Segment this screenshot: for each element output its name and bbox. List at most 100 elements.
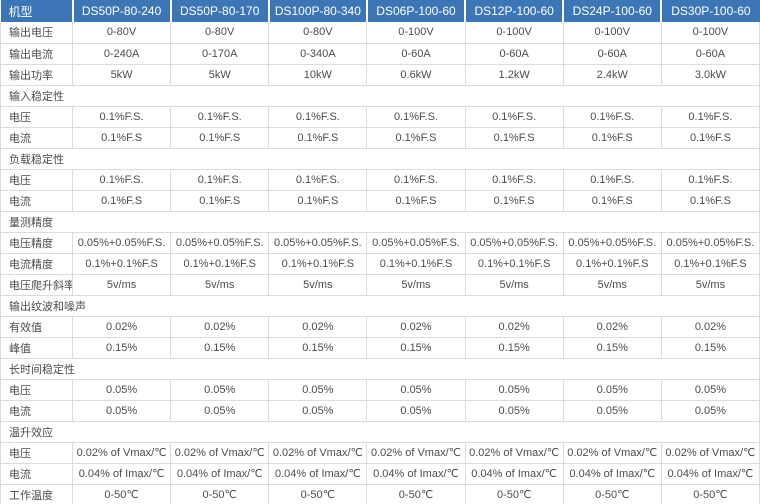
section-row: 量测精度 — [0, 210, 760, 233]
table-row: 电压精度 0.05%+0.05%F.S. 0.05%+0.05%F.S. 0.05%+… — [0, 231, 760, 254]
row-label: 工作温度 — [0, 483, 73, 504]
spec-value-cell: 5kW — [170, 63, 270, 86]
spec-value-cell: 0.05% — [268, 378, 368, 401]
spec-value-cell: 0.1%F.S — [170, 189, 270, 212]
row-label: 电压 — [0, 105, 73, 128]
spec-value-cell: 10kW — [268, 63, 368, 86]
spec-value-cell: 0-50℃ — [366, 483, 466, 504]
spec-value-cell: 0.1%F.S. — [366, 105, 466, 128]
spec-table-body: 输出电压 0-80V 0-80V 0-80V 0-100V 0-100V 0-100V 0-1… — [0, 22, 760, 504]
spec-value-cell: 0.04% of Imax/℃ — [464, 462, 564, 485]
spec-value-cell: 0.1%F.S — [366, 126, 466, 149]
spec-value-cell: 0.05% — [562, 378, 662, 401]
row-label: 电流 — [0, 189, 73, 212]
spec-value-cell: 1.2kW — [464, 63, 564, 86]
spec-value-cell: 0.02% of Vmax/℃ — [71, 441, 172, 464]
spec-value-cell: 0.04% of Imax/℃ — [366, 462, 466, 485]
spec-value-cell: 0-60A — [660, 42, 760, 65]
spec-value-cell: 0.05%+0.05%F.S. — [562, 231, 662, 254]
table-row: 输出功率 5kW 5kW 10kW 0.6kW 1.2kW 2.4kW 3.0kW — [0, 63, 760, 86]
row-label: 电流 — [0, 462, 73, 485]
spec-value-cell: 0-170A — [170, 42, 270, 65]
model-column-label: 机型 — [0, 0, 73, 22]
spec-value-cell: 0-50℃ — [660, 483, 760, 504]
spec-value-cell: 0-340A — [268, 42, 368, 65]
spec-value-cell: 0.1%F.S. — [366, 168, 466, 191]
spec-value-cell: 0.05% — [71, 378, 172, 401]
spec-value-cell: 0.05% — [464, 399, 564, 422]
row-label: 电压爬升斜率 — [0, 273, 73, 296]
spec-value-cell: 0.1%F.S — [366, 189, 466, 212]
table-row: 电压 0.1%F.S. 0.1%F.S. 0.1%F.S. 0.1%F.S. 0.1%F.… — [0, 168, 760, 191]
spec-value-cell: 0.1%+0.1%F.S — [366, 252, 466, 275]
spec-value-cell: 0.04% of Imax/℃ — [562, 462, 662, 485]
spec-value-cell: 0.1%F.S. — [71, 105, 172, 128]
spec-value-cell: 0.1%F.S — [170, 126, 270, 149]
model-column-header: DS24P-100-60 — [562, 0, 662, 22]
spec-value-cell: 0.02% of Vmax/℃ — [660, 441, 760, 464]
spec-value-cell: 0.1%F.S. — [464, 168, 564, 191]
model-column-header: DS100P-80-340 — [267, 0, 367, 22]
spec-value-cell: 0.02% — [71, 315, 172, 338]
spec-value-cell: 0.05%+0.05%F.S. — [660, 231, 760, 254]
row-label: 有效值 — [0, 315, 73, 338]
spec-value-cell: 0.04% of Imax/℃ — [660, 462, 760, 485]
spec-value-cell: 0-60A — [366, 42, 466, 65]
spec-value-cell: 0.15% — [562, 336, 662, 359]
spec-value-cell: 0.15% — [170, 336, 270, 359]
section-row: 长时间稳定性 — [0, 357, 760, 380]
spec-value-cell: 0.1%F.S — [71, 126, 172, 149]
spec-value-cell: 0.1%F.S. — [562, 105, 662, 128]
spec-value-cell: 0-50℃ — [464, 483, 564, 504]
section-row: 输入稳定性 — [0, 84, 760, 107]
spec-value-cell: 0-50℃ — [71, 483, 172, 504]
section-label: 长时间稳定性 — [0, 357, 760, 380]
spec-value-cell: 0-80V — [71, 22, 172, 44]
spec-value-cell: 0-80V — [268, 22, 368, 44]
spec-value-cell: 0.02% — [660, 315, 760, 338]
spec-value-cell: 0-50℃ — [562, 483, 662, 504]
spec-value-cell: 0.1%F.S — [71, 189, 172, 212]
table-row: 峰值 0.15% 0.15% 0.15% 0.15% 0.15% 0.15% 0.15% — [0, 336, 760, 359]
row-label: 输出功率 — [0, 63, 73, 86]
section-row: 输出纹波和噪声 — [0, 294, 760, 317]
table-row: 电压 0.1%F.S. 0.1%F.S. 0.1%F.S. 0.1%F.S. 0.1%F.… — [0, 105, 760, 128]
spec-value-cell: 0.05% — [366, 378, 466, 401]
spec-value-cell: 0.15% — [71, 336, 172, 359]
table-row: 电流 0.04% of Imax/℃ 0.04% of Imax/℃ 0.04% of… — [0, 462, 760, 485]
spec-value-cell: 3.0kW — [660, 63, 760, 86]
spec-value-cell: 0-100V — [660, 22, 760, 44]
row-label: 电流 — [0, 399, 73, 422]
spec-value-cell: 0.1%F.S — [464, 189, 564, 212]
spec-value-cell: 0.02% of Vmax/℃ — [268, 441, 368, 464]
spec-value-cell: 0.04% of Imax/℃ — [268, 462, 368, 485]
spec-value-cell: 0.1%F.S. — [660, 105, 760, 128]
spec-value-cell: 0.05%+0.05%F.S. — [268, 231, 368, 254]
table-row: 工作温度 0-50℃ 0-50℃ 0-50℃ 0-50℃ 0-50℃ 0-50℃ 0-50℃ — [0, 483, 760, 504]
spec-value-cell: 0.05% — [464, 378, 564, 401]
spec-value-cell: 0-60A — [464, 42, 564, 65]
spec-value-cell: 0.1%F.S — [660, 126, 760, 149]
spec-value-cell: 0.05%+0.05%F.S. — [170, 231, 270, 254]
model-column-header: DS50P-80-170 — [169, 0, 269, 22]
spec-value-cell: 5v/ms — [464, 273, 564, 296]
section-label: 输入稳定性 — [0, 84, 760, 107]
spec-value-cell: 0-60A — [562, 42, 662, 65]
spec-value-cell: 0.02% of Vmax/℃ — [464, 441, 564, 464]
spec-value-cell: 0.1%F.S. — [562, 168, 662, 191]
spec-value-cell: 0.1%+0.1%F.S — [71, 252, 172, 275]
spec-value-cell: 0.05%+0.05%F.S. — [366, 231, 466, 254]
table-row: 电流 0.1%F.S 0.1%F.S 0.1%F.S 0.1%F.S 0.1%F.S 0.1… — [0, 126, 760, 149]
spec-value-cell: 0.05% — [366, 399, 466, 422]
spec-value-cell: 0.05%+0.05%F.S. — [71, 231, 172, 254]
model-column-header: DS50P-80-240 — [71, 0, 171, 22]
spec-value-cell: 0.15% — [268, 336, 368, 359]
spec-value-cell: 0.05%+0.05%F.S. — [464, 231, 564, 254]
row-label: 电流 — [0, 126, 73, 149]
spec-value-cell: 5v/ms — [71, 273, 172, 296]
table-row: 电流精度 0.1%+0.1%F.S 0.1%+0.1%F.S 0.1%+0.1%F.S… — [0, 252, 760, 275]
spec-value-cell: 0.1%F.S — [562, 126, 662, 149]
model-column-header: DS06P-100-60 — [365, 0, 466, 22]
spec-value-cell: 0-50℃ — [268, 483, 368, 504]
